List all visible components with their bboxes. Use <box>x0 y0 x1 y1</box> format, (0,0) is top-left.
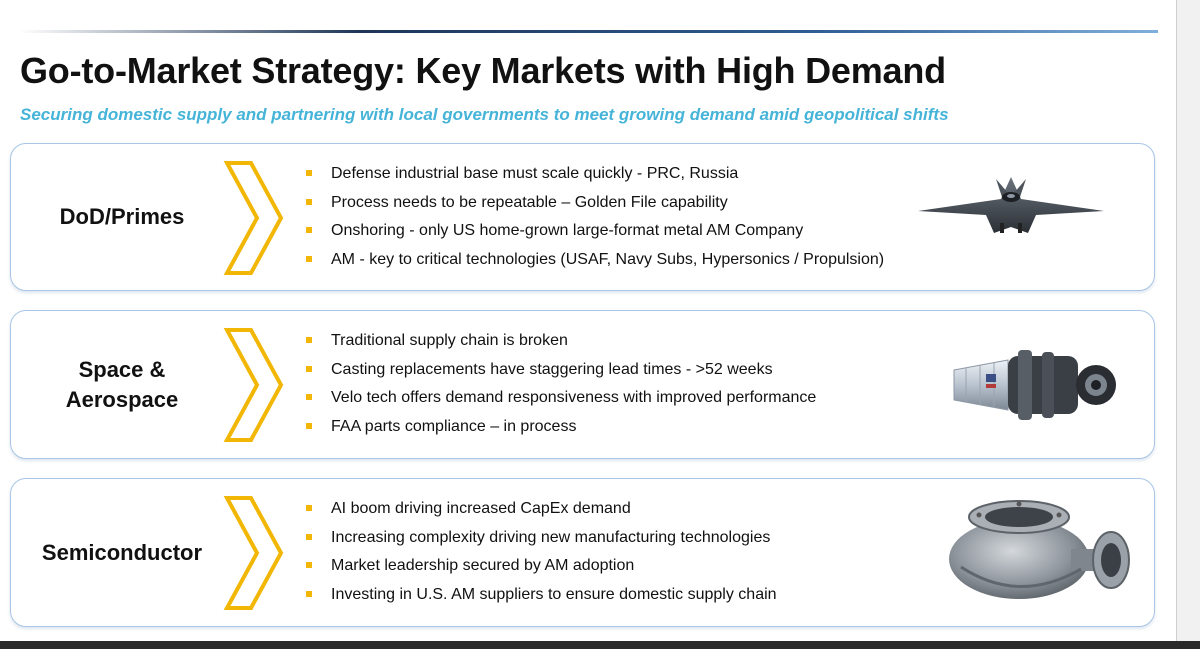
market-bullet: Investing in U.S. AM suppliers to ensure… <box>301 585 777 614</box>
market-bullet: Velo tech offers demand responsiveness w… <box>301 388 816 417</box>
market-bullet: Onshoring - only US home-grown large-for… <box>301 221 884 250</box>
market-label-line: Aerospace <box>65 386 179 412</box>
window-bottom-edge <box>0 641 1200 649</box>
market-bullet: AI boom driving increased CapEx demand <box>301 499 777 528</box>
page-subtitle: Securing domestic supply and partnering … <box>20 105 949 124</box>
window-scrollbar[interactable] <box>1176 0 1200 649</box>
header-rule <box>18 30 1158 33</box>
market-label-line: Space & <box>78 356 166 382</box>
rocket-engine-icon <box>953 350 1116 420</box>
fighter-jet-icon <box>918 177 1104 233</box>
market-bullet: Casting replacements have staggering lea… <box>301 360 816 389</box>
market-bullet: Process needs to be repeatable – Golden … <box>301 193 884 222</box>
market-label-line: DoD/Primes <box>59 204 185 229</box>
market-label-line: Semiconductor <box>41 539 203 565</box>
market-panel-semiconductor: Semiconductor AI boom driving increased … <box>10 478 1155 627</box>
market-panel-space-aerospace: Space & Aerospace Traditional supply cha… <box>10 310 1155 459</box>
market-bullet: AM - key to critical technologies (USAF,… <box>301 250 884 279</box>
market-bullet-list: Defense industrial base must scale quick… <box>301 164 884 278</box>
market-bullet: Market leadership secured by AM adoption <box>301 556 777 585</box>
market-bullet: FAA parts compliance – in process <box>301 417 816 446</box>
chevron-right-icon <box>223 161 284 275</box>
market-label: Space & Aerospace <box>11 311 233 458</box>
market-bullet: Increasing complexity driving new manufa… <box>301 528 777 557</box>
pump-housing-icon <box>949 500 1130 599</box>
market-panel-dod-primes: DoD/Primes Defense industrial base must … <box>10 143 1155 291</box>
market-bullet-list: AI boom driving increased CapEx demand I… <box>301 499 777 613</box>
market-label: DoD/Primes <box>11 144 233 290</box>
chevron-right-icon <box>223 496 284 610</box>
market-label: Semiconductor <box>11 479 233 626</box>
page-title: Go-to-Market Strategy: Key Markets with … <box>20 50 946 91</box>
market-bullet-list: Traditional supply chain is broken Casti… <box>301 331 816 445</box>
chevron-right-icon <box>223 328 284 442</box>
market-bullet: Defense industrial base must scale quick… <box>301 164 884 193</box>
market-bullet: Traditional supply chain is broken <box>301 331 816 360</box>
